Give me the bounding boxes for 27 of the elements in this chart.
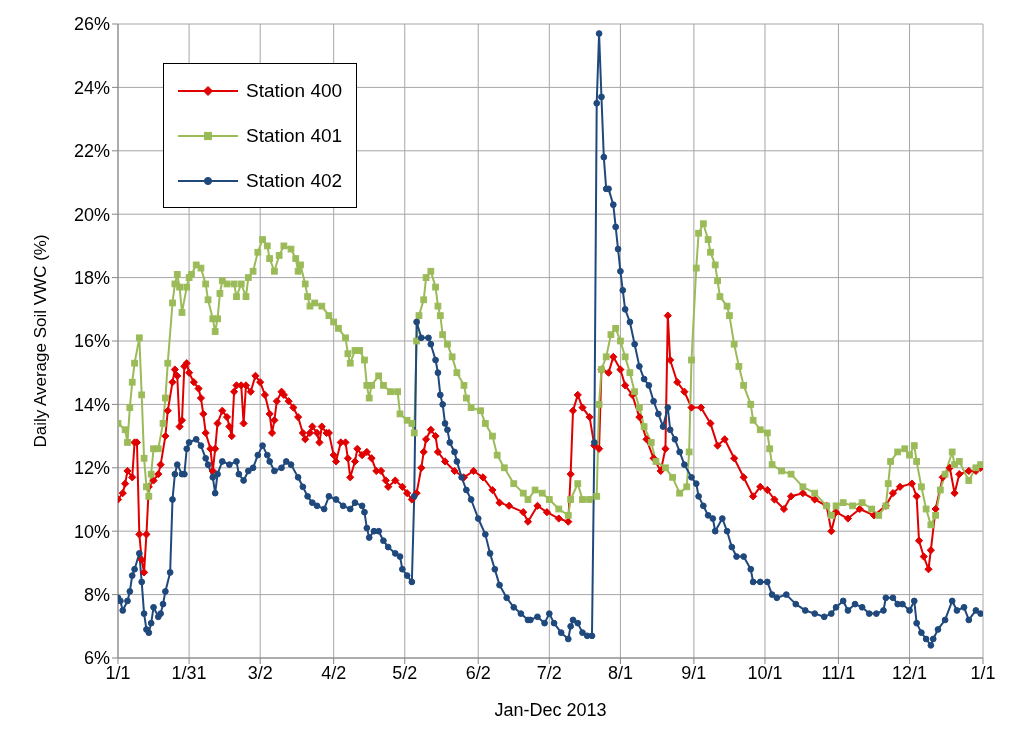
y-tick-label: 18% <box>73 267 110 288</box>
x-tick-label: 11/1 <box>821 662 856 683</box>
y-tick-label: 10% <box>73 521 110 542</box>
x-axis-title: Jan-Dec 2013 <box>494 700 607 720</box>
y-tick-label: 16% <box>73 331 110 352</box>
y-tick-label: 26% <box>73 14 110 35</box>
legend-label: Station 401 <box>246 124 343 147</box>
x-tick-label: 7/2 <box>536 662 562 683</box>
y-tick-label: 8% <box>83 584 110 605</box>
y-tick-label: 22% <box>73 141 110 162</box>
x-tick-label: 6/2 <box>465 662 491 683</box>
x-tick-label: 8/1 <box>607 662 633 683</box>
legend-label: Station 402 <box>246 169 343 192</box>
x-tick-label: 4/2 <box>321 662 347 683</box>
x-tick-label: 3/2 <box>247 662 273 683</box>
y-tick-label: 20% <box>73 204 110 225</box>
x-tick-label: 5/2 <box>392 662 418 683</box>
y-tick-label: 12% <box>73 458 110 479</box>
x-tick-label: 9/1 <box>681 662 707 683</box>
x-tick-label: 1/31 <box>171 662 207 683</box>
y-tick-label: 14% <box>73 394 110 415</box>
y-tick-label: 24% <box>73 77 110 98</box>
x-tick-label: 10/1 <box>747 662 783 683</box>
x-tick-label: 12/1 <box>892 662 928 683</box>
legend-label: Station 400 <box>246 79 343 102</box>
y-axis-title: Daily Average Soil VWC (%) <box>31 234 51 448</box>
x-tick-label: 1/1 <box>970 662 996 683</box>
